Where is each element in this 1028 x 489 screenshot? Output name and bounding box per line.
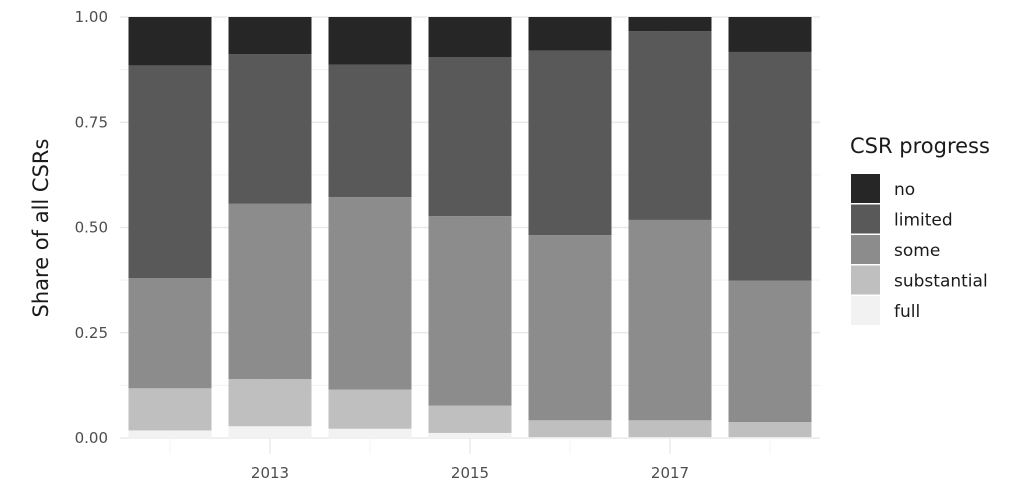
bar-limited-2014 (328, 64, 412, 198)
bar-substantial-2016 (528, 420, 612, 438)
x-tick-label: 2013 (251, 464, 289, 482)
bar-full-2017 (628, 437, 712, 438)
y-tick-label: 0.00 (75, 429, 108, 447)
bar-full-2015 (428, 432, 512, 438)
y-tick-label: 0.25 (75, 324, 108, 342)
bar-substantial-2013 (228, 379, 312, 427)
y-axis-title: Share of all CSRs (29, 139, 53, 318)
bar-limited-2012 (128, 65, 212, 279)
legend-label-limited: limited (894, 211, 953, 231)
legend-swatch-full (851, 296, 880, 325)
y-tick-label: 0.50 (75, 219, 108, 237)
bar-some-2015 (428, 216, 512, 406)
bar-full-2013 (228, 426, 312, 438)
bar-limited-2017 (628, 31, 712, 220)
bar-substantial-2015 (428, 405, 512, 433)
bars (128, 17, 812, 438)
bar-substantial-2014 (328, 389, 412, 429)
bar-limited-2018 (728, 51, 812, 281)
bar-some-2012 (128, 278, 212, 389)
y-axis-ticks: 0.00 0.25 0.50 0.75 1.00 (75, 8, 108, 447)
bar-substantial-2017 (628, 420, 712, 438)
y-tick-label: 0.75 (75, 113, 108, 131)
bar-no-2017 (628, 17, 712, 32)
bar-substantial-2018 (728, 422, 812, 438)
bar-substantial-2012 (128, 388, 212, 431)
x-tick-label: 2015 (451, 464, 489, 482)
bar-full-2016 (528, 437, 612, 438)
bar-some-2016 (528, 235, 612, 421)
bar-limited-2013 (228, 54, 312, 204)
bar-limited-2016 (528, 50, 612, 236)
bar-no-2016 (528, 17, 612, 51)
legend-swatch-substantial (851, 265, 880, 295)
bar-some-2014 (328, 197, 412, 390)
legend-items: no limited some substantial full (851, 174, 988, 325)
legend-label-full: full (894, 302, 920, 322)
x-tick-label: 2017 (651, 464, 689, 482)
y-tick-label: 1.00 (75, 8, 108, 26)
bar-no-2014 (328, 17, 412, 65)
bar-full-2012 (128, 430, 212, 438)
bar-full-2014 (328, 428, 412, 438)
bar-some-2017 (628, 219, 712, 421)
legend-swatch-no (851, 174, 880, 203)
legend-title: CSR progress (850, 134, 990, 158)
x-axis-ticks: 2013 2015 2017 (251, 464, 689, 482)
bar-no-2018 (728, 17, 812, 52)
bar-some-2018 (728, 280, 812, 423)
bar-full-2018 (728, 437, 812, 438)
bar-some-2013 (228, 203, 312, 380)
legend-swatch-limited (851, 204, 880, 234)
legend-label-no: no (894, 180, 915, 200)
legend-label-substantial: substantial (894, 272, 988, 292)
legend: CSR progress no limited some substantial ful… (850, 134, 990, 325)
bar-no-2015 (428, 17, 512, 57)
bar-no-2013 (228, 17, 312, 55)
legend-label-some: some (894, 241, 940, 261)
legend-swatch-some (851, 235, 880, 264)
bar-limited-2015 (428, 56, 512, 217)
bar-no-2012 (128, 17, 212, 66)
